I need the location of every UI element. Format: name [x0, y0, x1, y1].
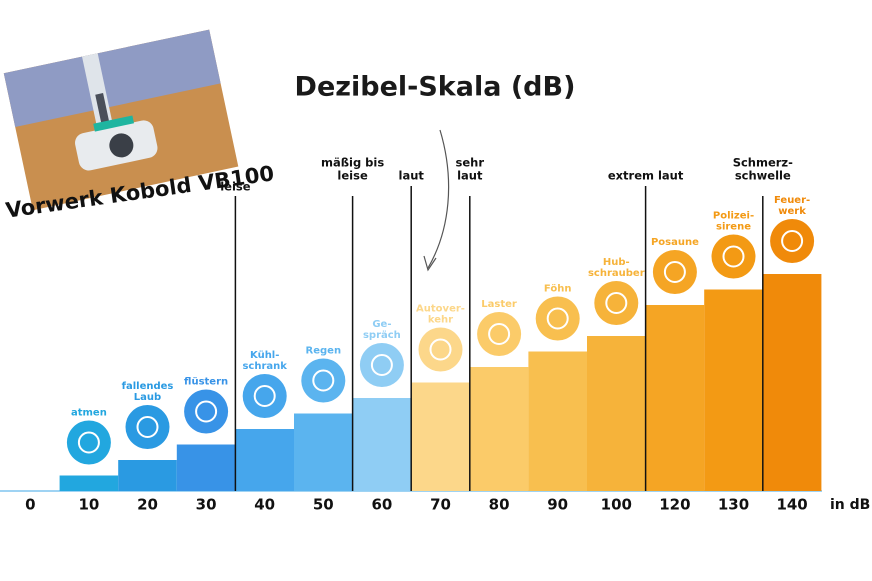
bar	[587, 336, 646, 491]
x-tick-label: 0	[25, 496, 35, 514]
icon-inner	[195, 400, 218, 423]
icon	[359, 343, 404, 387]
icon-inner	[253, 385, 276, 407]
threshold-label: Schmerz-	[733, 156, 793, 170]
icon-label: atmen	[71, 408, 107, 419]
icon	[477, 312, 522, 356]
x-tick-label: 40	[254, 496, 275, 514]
icon-inner	[429, 338, 452, 361]
icon-inner	[370, 354, 393, 376]
icon	[711, 234, 756, 279]
x-tick-label: 10	[78, 496, 99, 514]
bar	[352, 398, 412, 491]
bar	[235, 429, 294, 491]
bar	[704, 289, 763, 491]
icon	[66, 420, 111, 465]
threshold-label: laut	[457, 169, 483, 183]
bar	[59, 475, 119, 491]
x-unit: in dB	[830, 497, 870, 513]
x-tick-label: 130	[718, 496, 749, 514]
icon	[301, 358, 346, 403]
icon-label: flüstern	[184, 377, 228, 388]
icon-inner	[77, 431, 100, 454]
bar	[528, 351, 587, 491]
icon-label: Regen	[306, 346, 342, 357]
threshold-label: leise	[220, 180, 251, 194]
bar	[118, 460, 177, 491]
icon-label: Föhn	[544, 284, 572, 295]
icon	[652, 250, 697, 294]
icon-label: schrauber	[588, 268, 645, 279]
x-tick-label: 20	[137, 496, 158, 514]
threshold-label: extrem laut	[608, 169, 684, 183]
x-tick-label: 50	[313, 496, 334, 514]
icon-label: fallendes	[122, 381, 174, 392]
icon-label: Ge-	[372, 319, 391, 330]
threshold-label: laut	[399, 169, 425, 183]
icon-inner	[605, 292, 628, 314]
icon	[184, 389, 229, 434]
x-tick-label: 60	[371, 496, 392, 514]
bar	[645, 305, 705, 491]
threshold-label: leise	[337, 169, 368, 183]
icon	[125, 405, 170, 449]
threshold-label: sehr	[456, 156, 485, 170]
icon-inner	[663, 261, 686, 283]
chart-title: Dezibel-Skala (dB)	[295, 72, 576, 103]
icon-inner	[546, 307, 569, 330]
bar	[469, 367, 529, 491]
x-tick-label: 30	[196, 496, 217, 514]
x-tick-label: 100	[601, 496, 632, 514]
icon-inner	[722, 245, 745, 268]
bar	[411, 382, 470, 491]
x-tick-label: 140	[776, 496, 807, 514]
bar	[176, 444, 236, 491]
icon-label: Posaune	[651, 237, 699, 248]
icon	[535, 296, 580, 341]
bar	[294, 413, 353, 491]
x-tick-label: 90	[547, 496, 568, 514]
icon-inner	[136, 416, 159, 438]
icon-inner	[781, 230, 804, 252]
arrow	[427, 129, 450, 269]
icon-label: schrank	[242, 361, 287, 372]
icon	[594, 281, 639, 325]
threshold-label: mäßig bis	[321, 156, 384, 170]
icon-label: Polizei-	[713, 211, 754, 222]
icon-label: spräch	[363, 330, 401, 341]
icon-label: Hub-	[603, 257, 630, 268]
x-tick-label: 120	[659, 496, 690, 514]
bar	[762, 274, 822, 491]
icon-label: sirene	[716, 222, 751, 233]
threshold-label: schwelle	[735, 169, 791, 183]
icon-label: Laster	[481, 299, 517, 310]
product-photo	[3, 29, 239, 211]
icon-label: werk	[778, 206, 806, 217]
icon	[242, 374, 287, 418]
icon	[418, 327, 463, 372]
arrow-head	[423, 255, 437, 272]
icon-label: Laub	[134, 392, 161, 403]
icon-label: Kühl-	[250, 350, 279, 361]
icon-inner	[312, 369, 335, 392]
icon	[770, 219, 815, 263]
icon-label: Feuer-	[774, 195, 810, 206]
x-tick-label: 70	[430, 496, 451, 514]
icon-label: Autover-	[416, 304, 465, 315]
icon-inner	[488, 323, 511, 345]
x-tick-label: 80	[489, 496, 510, 514]
icon-label: kehr	[428, 315, 453, 326]
